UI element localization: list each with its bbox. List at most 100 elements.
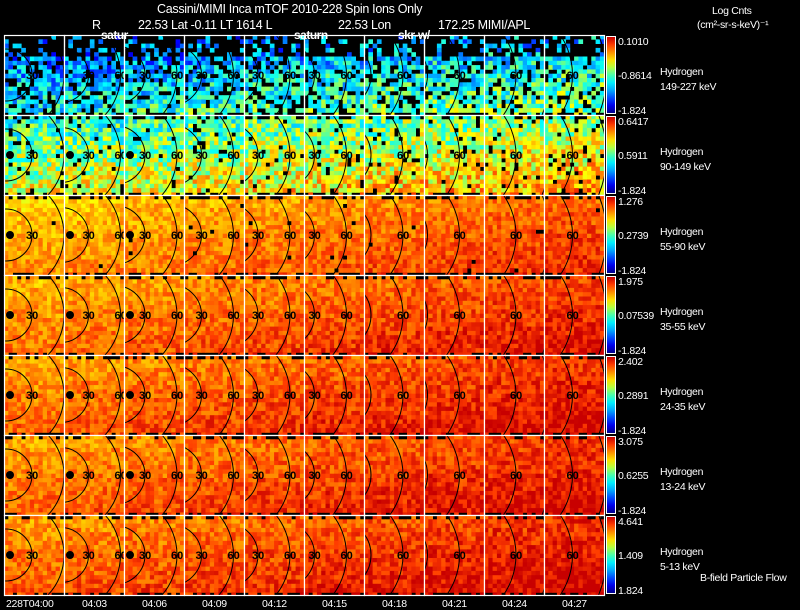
heat-cell xyxy=(299,179,304,185)
heat-cell xyxy=(424,60,429,66)
heat-cell xyxy=(85,268,91,273)
heat-cell xyxy=(565,153,571,159)
heat-cell xyxy=(158,69,164,75)
heat-cell xyxy=(158,136,164,142)
heat-cell xyxy=(154,268,159,273)
heat-cell xyxy=(59,127,64,133)
heat-cell xyxy=(351,158,356,163)
heat-cell xyxy=(582,86,588,92)
heat-cell xyxy=(492,43,498,49)
heat-cell xyxy=(394,82,399,87)
heat-cell xyxy=(287,123,292,129)
heat-cell xyxy=(12,220,18,226)
heat-cell xyxy=(274,82,279,87)
heat-cell xyxy=(136,119,142,124)
heat-cell xyxy=(364,153,369,159)
heat-cell xyxy=(149,108,155,113)
heat-cell xyxy=(72,65,78,70)
heat-cell xyxy=(368,136,373,142)
heat-cell xyxy=(132,246,138,252)
heat-cell xyxy=(591,153,596,159)
heat-cell xyxy=(171,199,176,204)
heat-cell xyxy=(578,132,584,137)
heat-cell xyxy=(364,175,369,180)
heat-cell xyxy=(16,212,22,217)
heat-cell xyxy=(569,99,575,105)
heat-cell xyxy=(518,86,524,92)
heat-cell xyxy=(325,140,331,146)
heat-cell xyxy=(239,65,244,70)
heat-cell xyxy=(411,140,416,146)
heat-cell xyxy=(141,250,146,256)
heat-cell xyxy=(449,162,455,167)
heat-cell xyxy=(227,207,232,213)
heat-cell xyxy=(299,136,304,142)
heat-cell xyxy=(505,95,511,100)
heat-cell xyxy=(509,170,515,176)
heat-cell xyxy=(98,220,104,226)
heat-cell xyxy=(25,216,31,222)
heat-cell xyxy=(51,179,56,185)
heat-cell xyxy=(398,95,404,100)
heat-cell xyxy=(222,140,228,146)
heat-cell xyxy=(34,90,39,96)
heat-cell xyxy=(325,90,331,96)
heat-cell xyxy=(265,170,271,176)
heat-cell xyxy=(132,39,138,44)
heat-cell xyxy=(454,158,459,163)
heat-cell xyxy=(419,39,424,44)
heat-cell xyxy=(16,170,22,176)
heat-cell xyxy=(342,188,348,193)
heat-cell xyxy=(436,119,442,124)
heat-cell xyxy=(256,56,262,62)
heat-cell xyxy=(179,132,184,137)
heat-cell xyxy=(595,39,601,44)
heat-cell xyxy=(394,47,399,53)
heat-cell xyxy=(407,140,412,146)
heat-cell xyxy=(162,199,168,204)
heat-cell xyxy=(419,136,424,142)
heat-cell xyxy=(115,132,121,137)
heat-cell xyxy=(359,123,364,129)
heat-cell xyxy=(85,242,91,247)
heat-cell xyxy=(154,192,159,195)
contour-line xyxy=(244,127,259,183)
heat-cell xyxy=(81,119,86,124)
heat-cell xyxy=(574,183,579,189)
heat-cell xyxy=(149,166,155,172)
heat-cell xyxy=(162,268,168,273)
heat-cell xyxy=(449,95,455,100)
heat-cell xyxy=(587,192,592,195)
heat-cell xyxy=(355,115,361,120)
heat-cell xyxy=(531,39,536,44)
heat-cell xyxy=(274,127,279,133)
heat-cell xyxy=(222,179,228,185)
heat-cell xyxy=(72,108,78,113)
heat-cell xyxy=(282,65,288,70)
heat-cell xyxy=(578,78,584,83)
contour-label: 60 xyxy=(567,150,579,162)
heat-cell xyxy=(407,183,412,189)
heat-cell xyxy=(462,115,468,120)
heat-cell xyxy=(107,203,112,209)
heat-cell xyxy=(98,188,104,193)
heat-cell xyxy=(64,246,69,252)
heat-cell xyxy=(158,188,164,193)
heat-cell xyxy=(244,90,249,96)
heat-cell xyxy=(222,123,228,129)
heat-cell xyxy=(98,238,104,243)
heat-cell xyxy=(158,162,164,167)
heat-cell xyxy=(475,153,481,159)
heat-cell xyxy=(574,73,579,79)
heat-cell xyxy=(162,203,168,209)
heat-cell xyxy=(214,166,219,172)
heat-cell xyxy=(419,69,424,75)
heat-cell xyxy=(419,65,424,70)
heat-cell xyxy=(522,158,528,163)
heat-cell xyxy=(364,158,369,163)
heat-cell xyxy=(556,43,562,49)
heat-cell xyxy=(471,73,476,79)
heat-cell xyxy=(261,136,266,142)
heat-cell xyxy=(171,216,176,222)
heat-cell xyxy=(479,162,484,167)
